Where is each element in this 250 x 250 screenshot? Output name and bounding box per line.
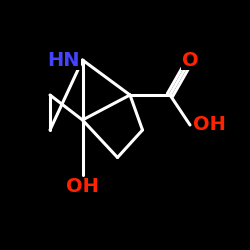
Text: OH: OH — [66, 178, 99, 197]
Text: OH: OH — [192, 116, 226, 134]
Text: HN: HN — [48, 50, 80, 70]
Text: O: O — [182, 50, 198, 70]
